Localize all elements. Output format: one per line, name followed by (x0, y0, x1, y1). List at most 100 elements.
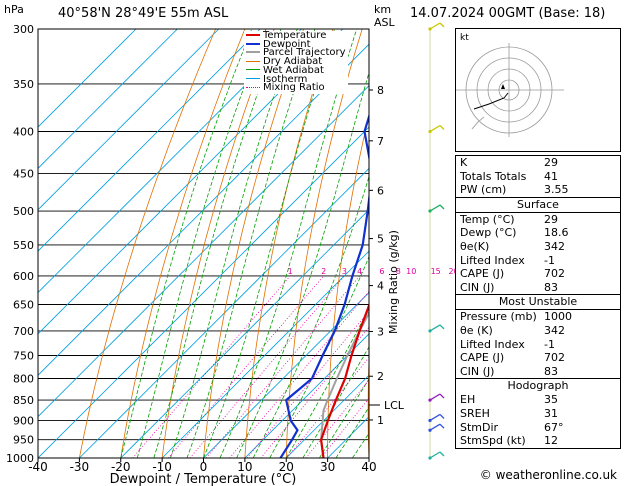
pressure-tick-label: 750 (13, 349, 34, 362)
legend-swatch (246, 60, 260, 62)
surface-label: θe(K) (460, 239, 490, 253)
legend-swatch (246, 51, 260, 54)
isotherm-line (38, 29, 220, 211)
isotherm-line (285, 374, 369, 458)
mu-label: Pressure (mb) (460, 310, 537, 324)
mu-value: 702 (544, 351, 565, 365)
legend-item: Parcel Trajectory (246, 48, 346, 58)
index-label: PW (cm) (460, 183, 507, 197)
pressure-tick-label: 900 (13, 414, 34, 427)
isotherm-line (244, 333, 369, 458)
legend-swatch (246, 34, 260, 36)
mixing-ratio-label: 4 (357, 267, 362, 276)
wet-adiabat-line (252, 175, 369, 458)
location-title: 40°58'N 28°49'E 55m ASL (58, 6, 229, 21)
wind-barb-dot (428, 456, 432, 460)
km-tick-label: 1 (377, 414, 384, 427)
mixing-ratio-label: 6 (379, 267, 384, 276)
index-value: 3.55 (544, 183, 569, 197)
isotherm-line (203, 291, 369, 458)
y-axis-right-label: Mixing Ratio (g/kg) (387, 230, 400, 334)
surface-value: 83 (544, 280, 558, 294)
hpa-unit: hPa (4, 3, 24, 16)
surface-value: 702 (544, 267, 565, 281)
index-label: Totals Totals (460, 169, 527, 183)
legend-swatch (246, 86, 260, 88)
index-row: PW (cm) 3.55 (456, 183, 620, 197)
dry-adiabat-line (79, 29, 216, 458)
surface-label: CIN (J) (460, 280, 495, 294)
wind-barb-shaft (429, 324, 441, 332)
wind-barb-dot (428, 329, 432, 333)
mixing-ratio-line (205, 275, 360, 458)
legend-swatch (246, 69, 260, 71)
isotherm-line (38, 29, 178, 169)
wind-barb-flag (439, 22, 445, 28)
x-tick-label: 30 (320, 460, 335, 474)
km-tick-label: 7 (377, 135, 384, 148)
wet-adiabat-line (120, 29, 253, 458)
mixing-ratio-label: 3 (342, 267, 347, 276)
hodo-value: 31 (544, 406, 558, 420)
wet-adiabat-line (136, 29, 267, 458)
copyright-footer[interactable]: © weatheronline.co.uk (479, 468, 617, 482)
pressure-tick-label: 600 (13, 270, 34, 283)
x-tick-label: -30 (70, 460, 90, 474)
hodo-row: EH 35 (456, 393, 620, 407)
legend-label: Dewpoint (263, 38, 311, 50)
pressure-tick-label: 850 (13, 394, 34, 407)
wind-barb-dot (428, 428, 432, 432)
wet-adiabat-line (285, 307, 369, 458)
km-tick-label: 4 (377, 280, 384, 293)
pressure-tick-label: 400 (13, 126, 34, 139)
wind-barb-dot (428, 129, 432, 134)
mixing-ratio-line (132, 275, 291, 458)
mu-row: Pressure (mb) 1000 (456, 310, 620, 324)
km-tick-label: 5 (377, 233, 384, 246)
legend-item: Dewpoint (246, 38, 346, 50)
surface-value: 29 (544, 212, 558, 226)
surface-value: -1 (544, 253, 555, 267)
mu-label: θe (K) (460, 323, 493, 337)
mixing-ratio-label: 1 (288, 267, 293, 276)
x-tick-label: 0 (200, 460, 208, 474)
pressure-tick-label: 500 (13, 205, 34, 218)
surface-row: CIN (J) 83 (456, 281, 620, 295)
wind-barb-flag (439, 324, 445, 330)
pressure-tick-label: 700 (13, 325, 34, 338)
wet-adiabat-line (153, 29, 282, 458)
km-tick-label: 8 (377, 84, 384, 97)
mu-row: Lifted Index -1 (456, 338, 620, 352)
hodo-label: SREH (460, 406, 490, 420)
surface-row: Dewp (°C) 18.6 (456, 226, 620, 240)
hodo-value: 35 (544, 393, 558, 407)
hodograph-plot: kt (456, 33, 564, 137)
pressure-tick-label: 800 (13, 372, 34, 385)
mu-value: 83 (544, 364, 558, 378)
dry-adiabat-line (620, 29, 629, 458)
hodograph-trace (473, 92, 509, 110)
pressure-tick-label: 350 (13, 78, 34, 91)
legend-item: Dry Adiabat (246, 57, 346, 67)
index-value: 41 (544, 169, 558, 183)
wet-adiabat-line (203, 29, 335, 458)
mixing-ratio-label: 2 (321, 267, 326, 276)
dry-adiabat-line (367, 353, 369, 458)
isotherm-line (38, 29, 261, 252)
wind-barb-flag (439, 413, 445, 419)
temperature-line (319, 302, 369, 458)
hodo-label: StmDir (460, 420, 499, 434)
isotherm-line (38, 29, 302, 294)
wind-barb-shaft (429, 204, 441, 212)
wind-barb-dot (428, 27, 432, 31)
mixing-ratio-line (189, 275, 345, 458)
index-label: K (460, 156, 468, 169)
lcl-label: LCL (384, 399, 405, 412)
mixing-ratio-line (305, 379, 369, 458)
surface-label: Lifted Index (460, 253, 525, 267)
dry-adiabat-line (161, 29, 275, 458)
index-value: 29 (544, 156, 558, 169)
pressure-tick-label: 650 (13, 299, 34, 312)
hodo-value: 67° (544, 420, 564, 434)
